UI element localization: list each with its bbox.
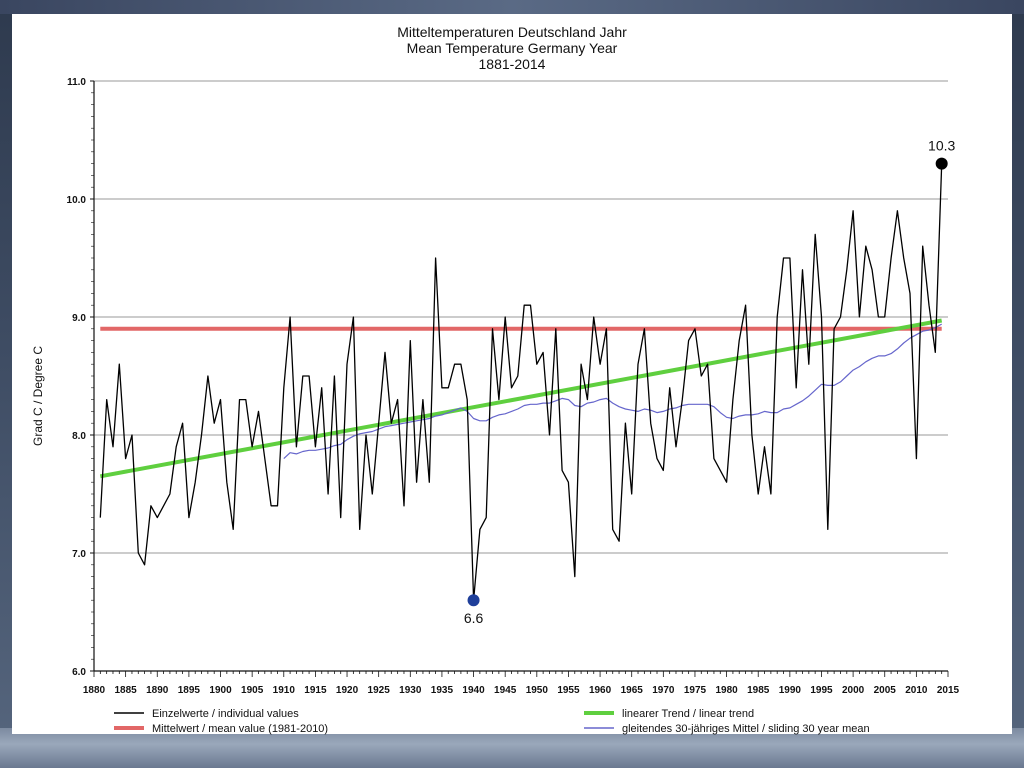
x-tick-label: 1930	[399, 685, 422, 696]
x-tick-label: 2010	[905, 685, 928, 696]
legend-label: Einzelwerte / individual values	[152, 708, 299, 720]
grid-lines	[94, 80, 948, 672]
y-tick-label: 9.0	[72, 313, 86, 324]
x-tick-label: 2000	[842, 685, 865, 696]
legend-label: gleitendes 30-jähriges Mittel / sliding …	[622, 723, 870, 735]
x-tick-label: 1955	[557, 685, 580, 696]
slide-background-top	[0, 0, 1024, 14]
x-tick-label: 1965	[621, 685, 644, 696]
annotation-marker	[935, 157, 948, 170]
x-tick-label: 1995	[810, 685, 833, 696]
annotation-label: 10.3	[928, 138, 955, 154]
chart-title: Mitteltemperaturen Deutschland JahrMean …	[397, 24, 627, 72]
x-tick-label: 1940	[462, 685, 485, 696]
x-tick-label: 1985	[747, 685, 770, 696]
y-tick-label: 6.0	[72, 667, 86, 678]
x-tick-label: 1950	[526, 685, 549, 696]
x-tick-label: 1885	[115, 685, 138, 696]
x-tick-label: 2005	[874, 685, 897, 696]
x-tick-label: 1905	[241, 685, 264, 696]
x-tick-label: 1975	[684, 685, 707, 696]
y-tick-label: 7.0	[72, 549, 86, 560]
annotation-marker	[467, 594, 480, 607]
y-tick-label: 10.0	[67, 195, 87, 206]
x-tick-label: 1980	[715, 685, 738, 696]
chart-title-line: Mean Temperature Germany Year	[407, 40, 618, 56]
x-tick-label: 1925	[368, 685, 391, 696]
chart-title-line: Mitteltemperaturen Deutschland Jahr	[397, 24, 627, 40]
x-tick-label: 1880	[83, 685, 106, 696]
x-tick-label: 1895	[178, 685, 201, 696]
annotation-label: 6.6	[464, 610, 484, 626]
legend-label: linearer Trend / linear trend	[622, 708, 754, 720]
x-tick-label: 1915	[304, 685, 327, 696]
series-linear-trend	[99, 318, 943, 479]
x-tick-label: 1935	[431, 685, 454, 696]
x-tick-label: 1900	[209, 685, 232, 696]
x-tick-label: 1910	[273, 685, 296, 696]
x-tick-label: 1920	[336, 685, 359, 696]
series-sliding-mean	[283, 323, 942, 460]
series-lines	[99, 163, 943, 601]
annotations: 10.3 6.6	[464, 138, 956, 627]
chart-title-line: 1881-2014	[479, 56, 546, 72]
x-tick-label: 1960	[589, 685, 612, 696]
y-axis-label: Grad C / Degree C	[31, 346, 45, 446]
x-tick-label: 1890	[146, 685, 169, 696]
slide-background-sky	[0, 728, 1024, 768]
x-tick-label: 2015	[937, 685, 960, 696]
chart-panel	[12, 14, 1012, 734]
series-individual-values	[99, 163, 943, 601]
legend-label: Mittelwert / mean value (1981-2010)	[152, 723, 328, 735]
x-tick-label: 1970	[652, 685, 675, 696]
y-tick-label: 8.0	[72, 431, 86, 442]
y-tick-label: 11.0	[67, 77, 86, 88]
legend: Einzelwerte / individual values linearer …	[114, 708, 870, 735]
x-tick-label: 1945	[494, 685, 517, 696]
x-tick-label: 1990	[779, 685, 802, 696]
axes: 6.0 7.0 8.0 9.0 10.0 11.0 1880 1885 1890 1895 1900…	[31, 77, 960, 696]
